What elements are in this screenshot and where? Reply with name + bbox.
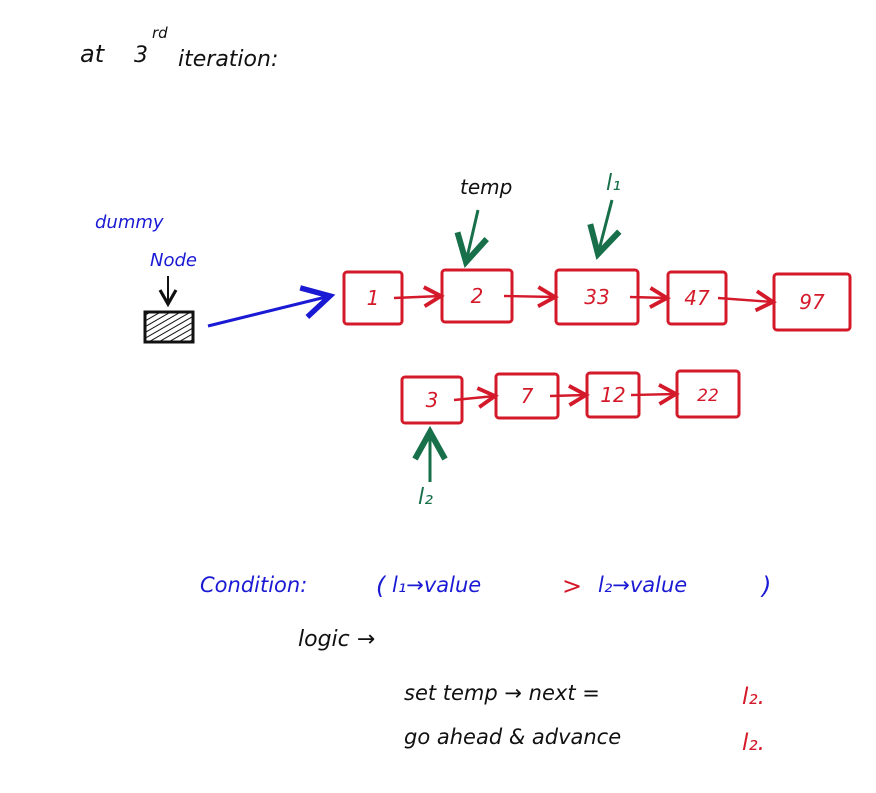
list1-node-2-value: 2 [471,284,484,308]
title-superscript: rd [152,24,168,42]
l1-pointer-arrow [598,199,612,254]
dummy-node-box [143,310,195,344]
list1-node-5-box [772,272,852,332]
condition-operator: > [562,572,582,600]
node-label: Node [150,250,197,271]
dummy-label: dummy [95,212,164,233]
logic-label: logic → [298,627,375,652]
title-prefix: at [80,40,106,68]
list1-node-4-value: 47 [684,286,710,310]
logic-line2-text: go ahead & advance [404,725,621,749]
list1-link-2-to-3 [503,285,559,308]
list2-link-1-to-2 [453,386,499,409]
list1-node-3-value: 33 [584,285,609,309]
list1-node-5-value: 97 [799,290,825,314]
logic-line1-var: l₂. [742,684,765,710]
condition-close-paren: ) [760,572,771,600]
logic-line2-var: l₂. [742,730,765,756]
list1-link-3-to-4 [629,286,671,309]
temp-label: temp [460,175,512,199]
list1-link-1-to-2 [393,285,445,308]
dummy-next-arrow [207,285,336,328]
list2-node-2-value: 7 [521,384,534,408]
list1-node-1-value: 1 [367,286,380,310]
list2-node-1-value: 3 [426,388,439,412]
list2: 3 7 12 22 [400,369,741,425]
condition-right: l₂→value [598,573,687,597]
temp-pointer-arrow [466,209,478,262]
title-suffix: iteration: [178,47,278,72]
condition-open-paren: ( [376,572,387,600]
list1: 1 2 33 47 97 [342,268,852,332]
l2-label: l₂ [418,485,433,510]
logic-line1-text: set temp → next = [404,681,600,705]
list2-link-3-to-4 [630,383,680,406]
list2-node-4-value: 22 [697,386,719,406]
condition-left: l₁→value [392,573,481,597]
l1-label: l₁ [606,171,621,196]
title-number: 3 [134,43,148,68]
list2-node-3-value: 12 [600,383,625,407]
condition-prefix: Condition: [200,573,307,597]
list2-link-2-to-3 [549,384,590,407]
list2-node-4-box [675,369,741,419]
list1-link-4-to-5 [717,289,777,313]
